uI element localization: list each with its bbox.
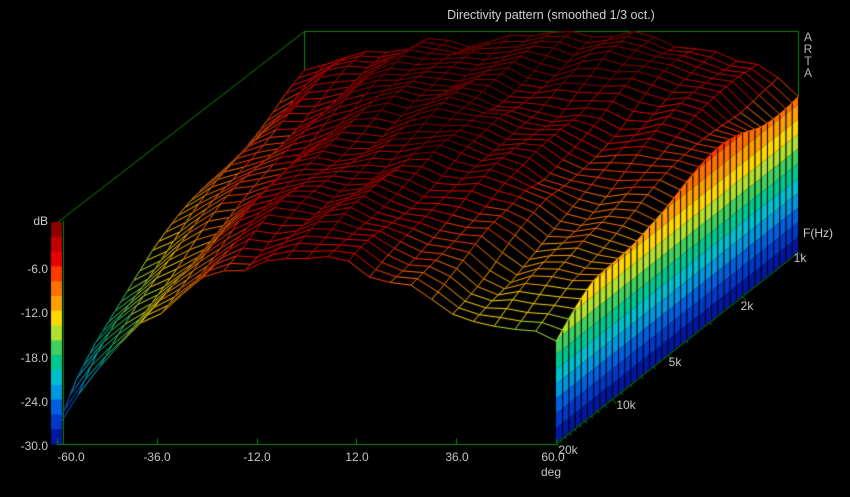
arta-letter: A bbox=[803, 30, 812, 44]
deg-tick-label: -12.0 bbox=[243, 450, 271, 464]
db-tick-label: -24.0 bbox=[20, 394, 48, 409]
deg-tick-label: 36.0 bbox=[445, 450, 469, 464]
deg-tick-label: -60.0 bbox=[57, 450, 85, 464]
deg-tick-label: -36.0 bbox=[143, 450, 171, 464]
db-tick-label: -30.0 bbox=[20, 439, 48, 454]
freq-tick-label: 2k bbox=[740, 299, 754, 313]
freq-axis-label: F(Hz) bbox=[803, 226, 833, 240]
db-axis-label: dB bbox=[33, 214, 48, 228]
freq-tick-label: 10k bbox=[616, 398, 636, 412]
chart-title: Directivity pattern (smoothed 1/3 oct.) bbox=[447, 8, 655, 22]
freq-tick-label: 5k bbox=[668, 355, 682, 369]
deg-axis-label: deg bbox=[540, 465, 562, 479]
freq-tick-label: 1k bbox=[793, 251, 807, 265]
db-tick-label: -12.0 bbox=[20, 306, 48, 321]
arta-letter: T bbox=[804, 54, 812, 68]
db-tick-label: -6.0 bbox=[27, 262, 48, 277]
db-tick-label: -18.0 bbox=[20, 350, 48, 365]
deg-tick-label: 60.0 bbox=[541, 450, 565, 464]
arta-letter: A bbox=[803, 66, 812, 80]
deg-tick-label: 12.0 bbox=[345, 450, 369, 464]
arta-letter: R bbox=[803, 42, 813, 56]
freq-tick-label: 20k bbox=[558, 443, 578, 457]
